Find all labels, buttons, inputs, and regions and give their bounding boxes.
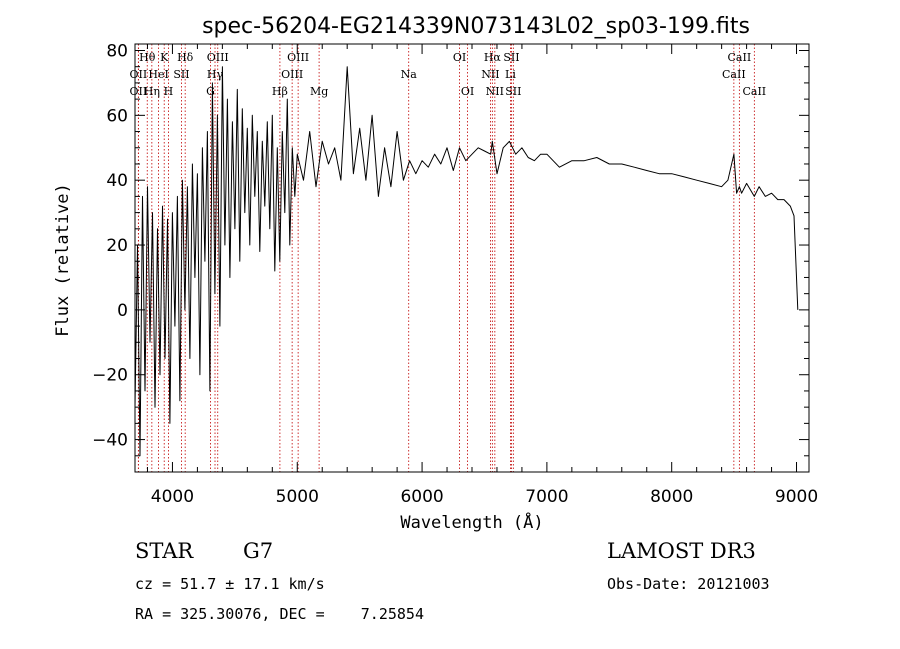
line-label-19: Hα: [484, 51, 502, 64]
x-tick-label-4000: 4000: [151, 487, 194, 507]
spectral-line-markers: [137, 44, 755, 472]
line-label-22: Li: [505, 68, 516, 81]
series-line-spectrum: [135, 66, 799, 457]
survey-name: LAMOST DR3: [607, 539, 756, 563]
axis-ticks: 4000 5000 6000 7000 8000 9000 −40 −20 0 20 40 60 80: [92, 41, 818, 507]
line-label-14: Hβ: [272, 85, 288, 98]
y-axis-label: Flux (relative): [53, 183, 73, 337]
line-label-3: K: [160, 51, 169, 64]
x-tick-label-8000: 8000: [650, 487, 693, 507]
redshift-velocity: cz = 51.7 ± 17.1 km/s: [135, 575, 325, 593]
line-label-27: CaII: [742, 85, 766, 98]
x-tick-label-5000: 5000: [276, 487, 319, 507]
y-tick-label--20: −20: [92, 366, 128, 386]
line-label-9: OIII: [207, 51, 229, 64]
line-label-21: NII: [481, 68, 499, 81]
line-label-4: HeI: [148, 68, 168, 81]
line-label-26: CaII: [722, 68, 746, 81]
y-tick-label-20: 20: [106, 236, 128, 256]
plot-frame: [134, 43, 810, 473]
line-label-5: Hη: [144, 85, 160, 98]
line-label-2: OII: [130, 85, 148, 98]
spectral-line-labels: Hθ OII OII K HeI Hη Hδ SII H OIII Hγ G OIII OIII Hβ Mg N…: [130, 51, 767, 98]
observation-date: Obs-Date: 20121003: [607, 575, 770, 593]
line-label-23: NII: [486, 85, 504, 98]
line-label-0: Hθ: [139, 51, 156, 64]
x-axis-label: Wavelength (Å): [400, 511, 543, 533]
chart-title: spec-56204-EG214339N073143L02_sp03-199.f…: [202, 14, 750, 39]
line-label-18: OI: [461, 85, 474, 98]
line-label-16: Na: [401, 68, 418, 81]
y-tick-label-80: 80: [106, 41, 128, 61]
y-tick-label-60: 60: [106, 106, 128, 126]
line-label-13: OIII: [281, 68, 303, 81]
object-class: STAR: [135, 539, 194, 563]
line-label-8: H: [164, 85, 174, 98]
object-subclass: G7: [243, 539, 273, 563]
line-label-6: Hδ: [177, 51, 194, 64]
line-label-11: G: [206, 85, 215, 98]
line-label-17: OI: [453, 51, 466, 64]
line-label-15: Mg: [310, 85, 328, 98]
line-label-25: CaII: [728, 51, 752, 64]
series-layer: [135, 66, 799, 457]
x-tick-label-9000: 9000: [775, 487, 818, 507]
y-tick-label-0: 0: [117, 301, 128, 321]
line-label-12: OIII: [287, 51, 309, 64]
line-label-7: SII: [173, 68, 189, 81]
line-label-1: OII: [130, 68, 148, 81]
sky-coordinates: RA = 325.30076, DEC = 7.25854: [135, 605, 424, 623]
x-tick-label-6000: 6000: [400, 487, 443, 507]
line-label-20: SII: [503, 51, 519, 64]
y-tick-label--40: −40: [92, 431, 128, 451]
x-tick-label-7000: 7000: [525, 487, 568, 507]
line-label-24: SII: [505, 85, 521, 98]
y-tick-label-40: 40: [106, 171, 128, 191]
line-label-10: Hγ: [207, 68, 224, 81]
